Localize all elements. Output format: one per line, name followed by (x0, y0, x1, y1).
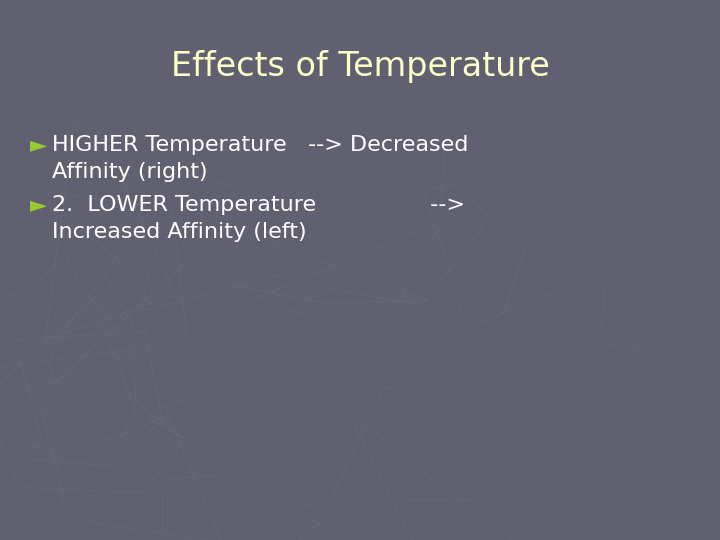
Text: ►: ► (30, 195, 47, 215)
Text: 2.  LOWER Temperature                -->: 2. LOWER Temperature --> (52, 195, 465, 215)
Text: ►: ► (30, 135, 47, 155)
Text: Effects of Temperature: Effects of Temperature (171, 50, 549, 83)
Text: HIGHER Temperature   --> Decreased: HIGHER Temperature --> Decreased (52, 135, 469, 155)
Text: Increased Affinity (left): Increased Affinity (left) (52, 222, 307, 242)
Text: Affinity (right): Affinity (right) (52, 162, 207, 182)
